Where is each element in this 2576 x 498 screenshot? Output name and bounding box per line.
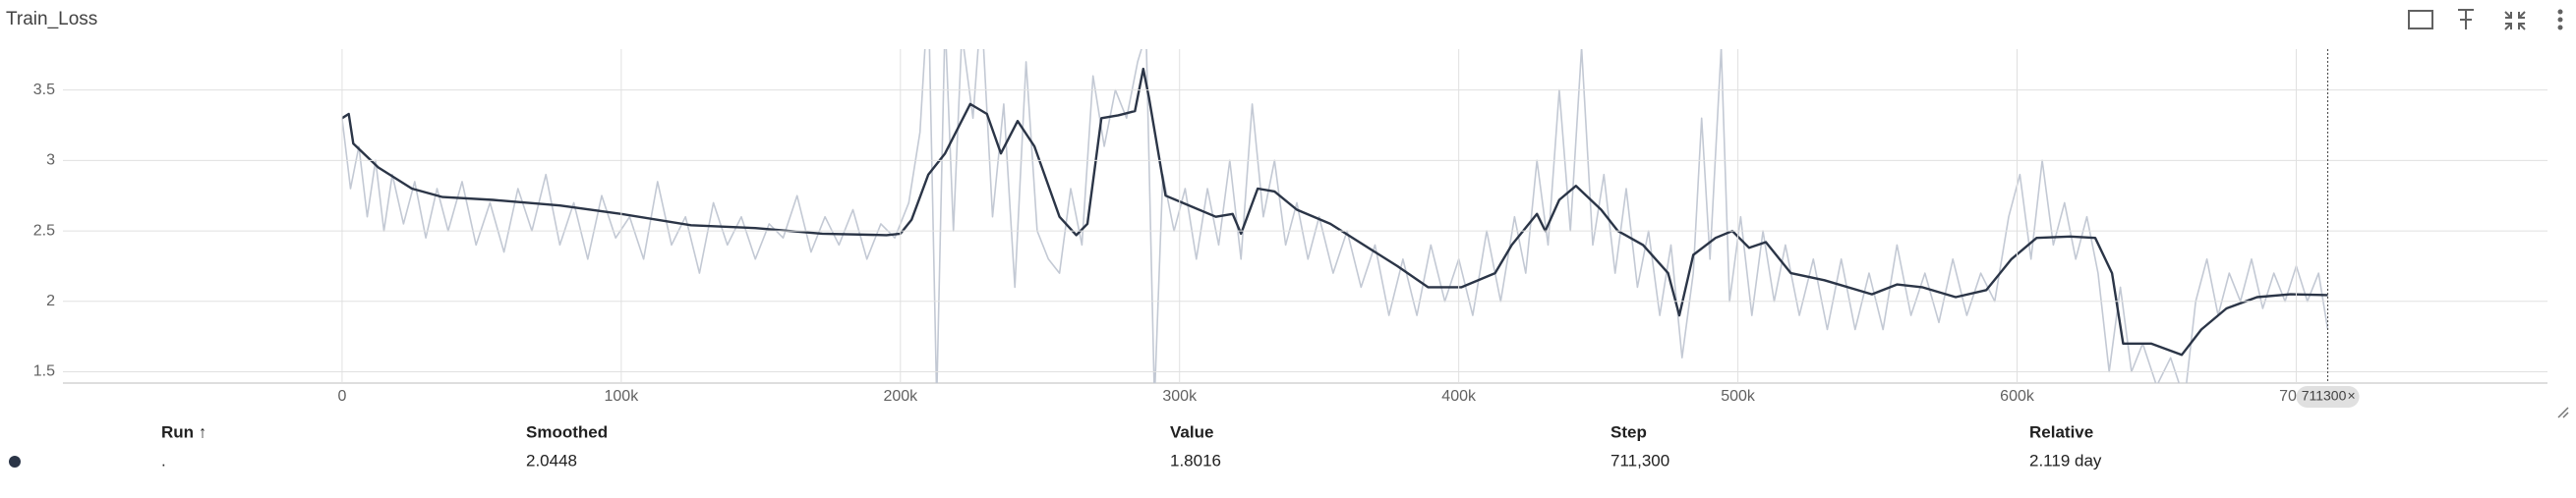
series-line	[341, 67, 2328, 357]
x-tick-label: 600k	[2000, 388, 2035, 405]
table-header: Run ↑	[161, 422, 206, 441]
x-tick-label: 500k	[1721, 388, 1756, 405]
y-tick-label: 2.5	[33, 222, 55, 239]
x-tick-label: 0	[337, 388, 346, 405]
y-tick-label: 3	[46, 152, 55, 169]
hover-badge	[2296, 386, 2360, 408]
fit-icon[interactable]	[2408, 10, 2433, 29]
hover-close: ×	[2347, 388, 2355, 404]
pin-icon[interactable]	[2458, 9, 2474, 29]
chart-title: Train_Loss	[6, 9, 97, 29]
y-tick-label: 1.5	[33, 363, 55, 380]
toolbar[interactable]	[2408, 9, 2563, 30]
table-cell: 711,300	[1610, 451, 1669, 470]
collapse-icon[interactable]	[2504, 11, 2526, 30]
table-cell: .	[161, 451, 166, 470]
resize-handle[interactable]	[2557, 407, 2569, 418]
y-tick-label: 2	[46, 293, 55, 309]
y-tick-label: 3.5	[33, 82, 55, 98]
table-cell: 1.8016	[1170, 451, 1221, 470]
series-line	[341, 49, 2329, 383]
x-tick-label: 400k	[1441, 388, 1477, 405]
run-dot	[9, 456, 21, 468]
table-header: Relative	[2029, 422, 2093, 441]
table-header: Smoothed	[526, 422, 608, 441]
x-tick-label: 200k	[883, 388, 918, 405]
hover-step: 711300	[2302, 388, 2347, 404]
table-cell: 2.0448	[526, 451, 577, 470]
table-header: Step	[1610, 422, 1647, 441]
x-tick-label: 100k	[605, 388, 640, 405]
menu-icon[interactable]	[2557, 9, 2563, 30]
x-tick-label: 300k	[1162, 388, 1198, 405]
table-cell: 2.119 day	[2029, 451, 2102, 470]
table-header: Value	[1170, 422, 1213, 441]
